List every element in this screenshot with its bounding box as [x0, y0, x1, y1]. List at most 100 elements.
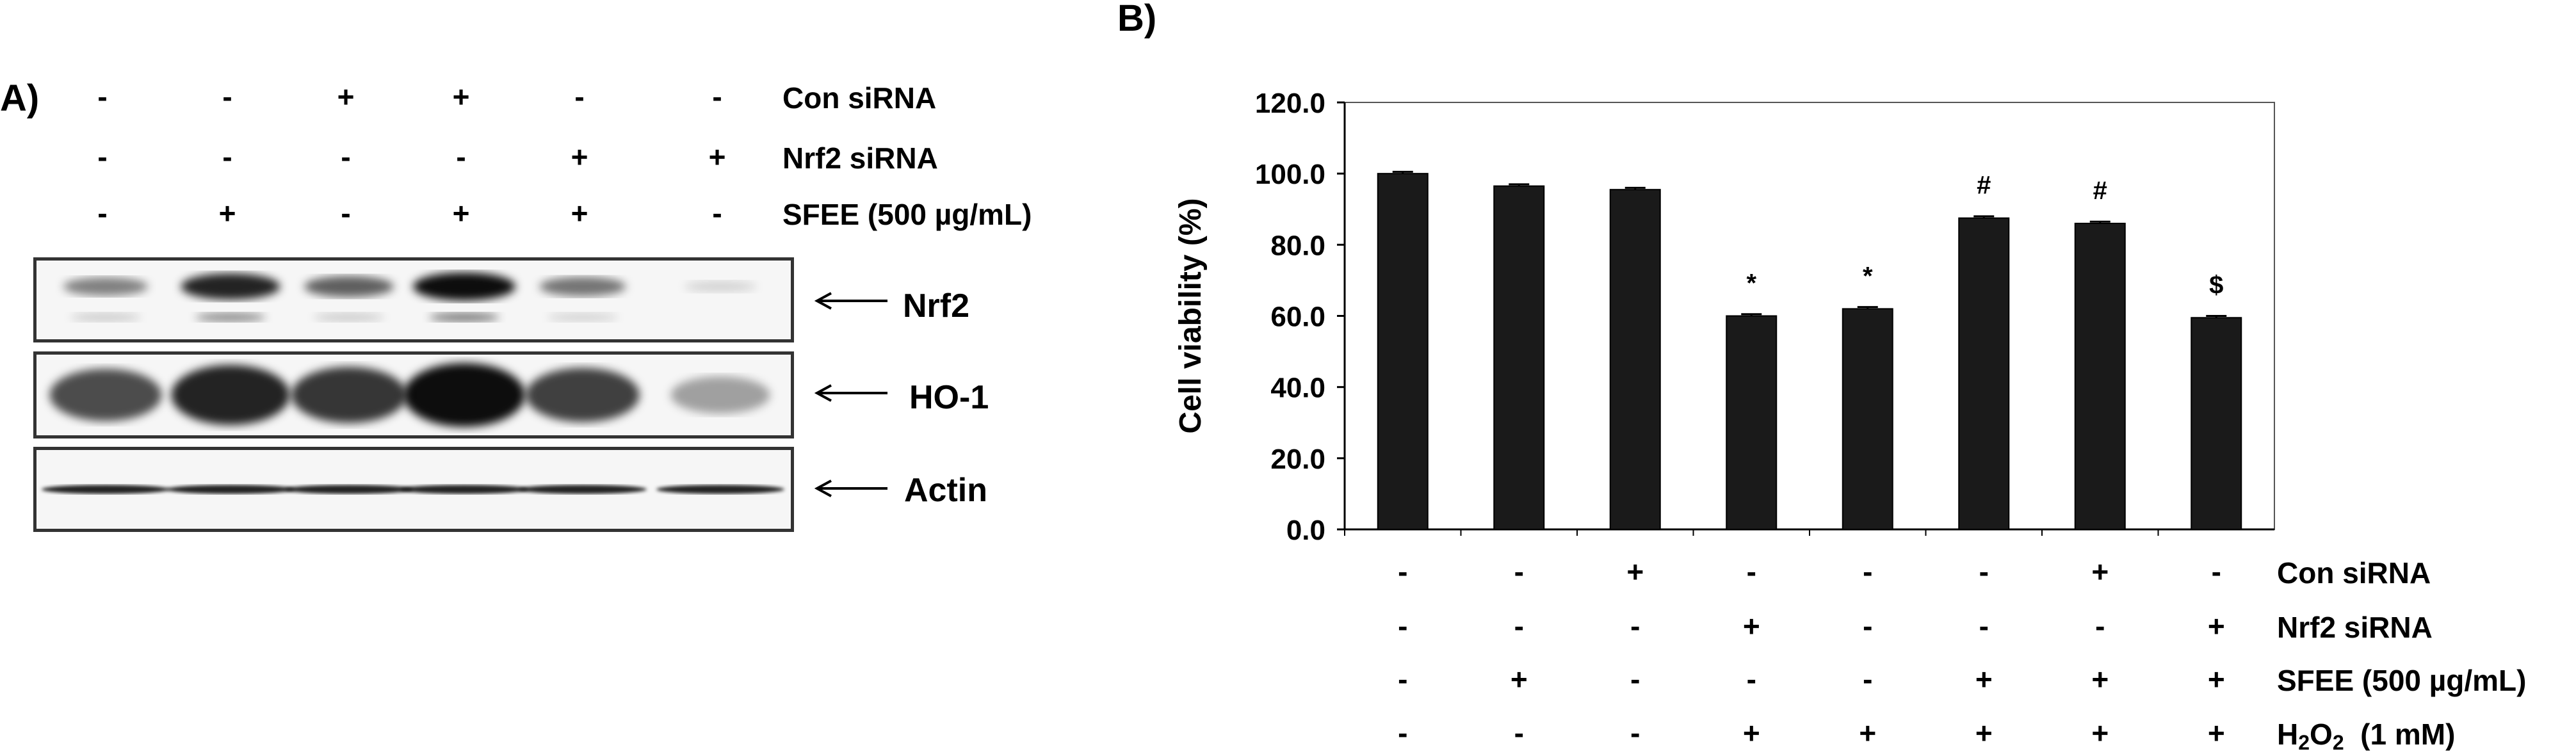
panel-b-sign-2-6: - [1979, 609, 1989, 643]
h2o2-label-label-sub2: 2 [2332, 731, 2344, 754]
y-axis-label: Cell viability (%) [1174, 198, 1208, 433]
blot-band-3-4 [400, 485, 528, 494]
panel-b-row-label-2: Nrf2 siRNA [2277, 611, 2433, 644]
panel-b-row-label-1: Con siRNA [2277, 556, 2431, 590]
panel-a-sign-3-2: + [218, 197, 236, 230]
panel-a-sign-1-6: - [712, 80, 722, 113]
blot-nrf2-bands [63, 272, 757, 322]
blot-band-1-4 [413, 272, 515, 301]
blot-band-1-1 [63, 277, 149, 296]
blot-lower-band-3 [314, 312, 384, 322]
panel-a-row-label-1: Con siRNA [782, 81, 937, 115]
panel-a-sign-2-1: - [97, 140, 108, 173]
blot-lower-band-5 [547, 312, 618, 322]
blot-band-3-6 [656, 485, 784, 494]
blot-label-ho1: HO-1 [909, 379, 989, 416]
y-tick-label: 20.0 [1270, 444, 1325, 475]
blot-ho1-bands [49, 363, 770, 427]
panel-b-sign-2-5: - [1863, 609, 1873, 643]
panel-a-sign-3-5: + [571, 197, 588, 230]
panel-a-sign-2-5: + [571, 140, 588, 173]
panel-a-sign-3-1: - [97, 197, 108, 230]
panel-b-sign-4-3: - [1630, 716, 1640, 750]
bar-8 [2191, 317, 2242, 530]
panel-b-sign-3-4: - [1746, 663, 1756, 696]
panel-a-sign-1-5: - [574, 80, 585, 113]
panel-b-sign-3-3: - [1630, 663, 1640, 696]
panel-a-sign-2-4: - [456, 140, 466, 173]
blot-band-3-5 [519, 485, 647, 494]
panel-b-sign-2-2: - [1514, 609, 1524, 643]
bar-chart: 0.0 20.0 40.0 60.0 80.0 100.0 120.0 Cell viabil… [1174, 88, 2275, 546]
blot-band-2-1 [49, 369, 162, 421]
blot-band-1-5 [539, 277, 626, 296]
panel-b-sign-4-7: + [2091, 716, 2109, 750]
blot-band-3-2 [166, 485, 295, 494]
bar-2 [1493, 185, 1545, 530]
panel-b-sign-2-1: - [1398, 609, 1408, 643]
blot-band-2-3 [291, 367, 407, 423]
blot-band-2-6 [670, 376, 770, 414]
panel-a-sign-3-6: - [712, 197, 722, 230]
blot-band-2-4 [403, 363, 525, 427]
panel-a-sign-1-2: - [222, 80, 232, 113]
blot-label-actin: Actin [904, 472, 987, 509]
panel-a-sign-3-3: - [341, 197, 351, 230]
h2o2-label-label-main: H [2277, 718, 2299, 751]
panel-b-sign-3-5: - [1863, 663, 1873, 696]
panel-b-sign-4-1: - [1398, 716, 1408, 750]
panel-b-sign-4-8: + [2207, 716, 2225, 750]
y-tick-label: 120.0 [1255, 88, 1325, 119]
bar-annotation: * [1746, 269, 1756, 298]
arrow-actin-icon [814, 479, 887, 497]
panel-b-sign-1-4: - [1746, 555, 1756, 588]
panel-a-row-label-2: Nrf2 siRNA [782, 141, 938, 175]
panel-b-sign-3-1: - [1398, 663, 1408, 696]
panel-b-sign-2-3: - [1630, 609, 1640, 643]
blot-lower-band-1 [70, 312, 141, 322]
panel-a-row-label-3: SFEE (500 µg/mL) [782, 198, 1032, 231]
y-tick-label: 40.0 [1270, 373, 1325, 404]
blot-band-1-3 [304, 276, 394, 297]
bar-7 [2074, 222, 2126, 530]
y-tick-label: 100.0 [1255, 159, 1325, 190]
y-tick-label: 80.0 [1270, 230, 1325, 261]
panel-b-row-label-3: SFEE (500 µg/mL) [2277, 664, 2527, 697]
bar-4 [1726, 315, 1778, 530]
bar-annotation: * [1863, 262, 1873, 290]
panel-b-sign-4-4: + [1742, 716, 1760, 750]
panel-b-sign-1-1: - [1398, 555, 1408, 588]
arrow-nrf2-icon [814, 292, 887, 310]
bar-annotation: # [2093, 177, 2107, 205]
blot-band-3-1 [42, 485, 170, 494]
blot-lower-band-4 [429, 312, 499, 322]
panel-b-sign-4-2: - [1514, 716, 1524, 750]
blot-nrf2 [33, 257, 794, 342]
panel-b-sign-1-5: - [1863, 555, 1873, 588]
h2o2-label-label-sub1: 2 [2298, 731, 2310, 754]
panel-b-sign-3-2: + [1510, 663, 1528, 696]
bar-3 [1609, 189, 1661, 531]
panel-a-sign-1-3: + [337, 80, 355, 113]
blot-ho1 [33, 351, 794, 438]
panel-b-sign-4-6: + [1975, 716, 1993, 750]
panel-b-sign-1-2: - [1514, 555, 1524, 588]
panel-b-label: B) [1117, 0, 1157, 39]
bar-1 [1377, 173, 1429, 530]
bar-6 [1958, 217, 2010, 530]
panel-b-sign-1-7: + [2091, 555, 2109, 588]
y-tick-label: 60.0 [1270, 302, 1325, 333]
panel-a-sign-2-3: - [341, 140, 351, 173]
panel-a-sign-3-4: + [452, 197, 470, 230]
panel-a-sign-1-1: - [97, 80, 108, 113]
panel-b-sign-3-8: + [2207, 663, 2225, 696]
panel-b-sign-2-7: - [2095, 609, 2105, 643]
blot-actin-bands [42, 485, 784, 494]
bar-5 [1842, 308, 1893, 530]
y-tick-label: 0.0 [1286, 515, 1325, 546]
blot-label-nrf2: Nrf2 [903, 287, 970, 325]
panel-b-sign-2-8: + [2207, 609, 2225, 643]
blot-band-1-6 [684, 280, 757, 293]
panel-b-sign-1-3: + [1626, 555, 1644, 588]
panel-a-sign-1-4: + [452, 80, 470, 113]
